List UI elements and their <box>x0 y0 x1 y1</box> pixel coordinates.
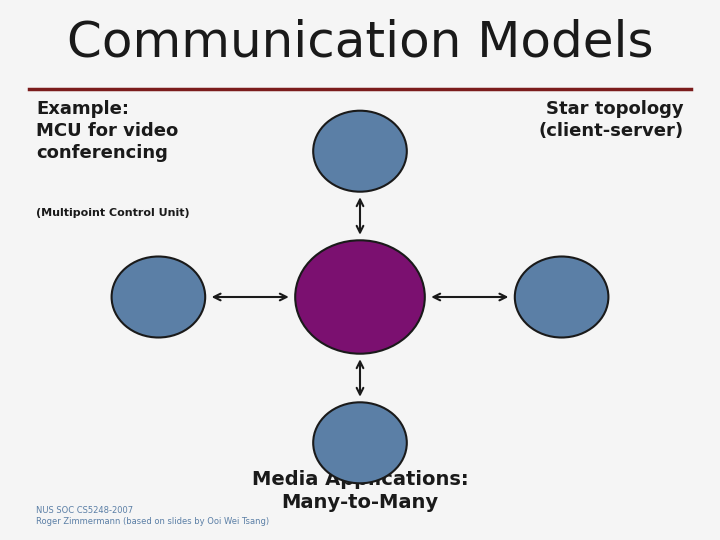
Text: Media Applications:
Many-to-Many: Media Applications: Many-to-Many <box>252 470 468 512</box>
Text: Example:
MCU for video
conferencing: Example: MCU for video conferencing <box>36 100 179 163</box>
Ellipse shape <box>313 402 407 483</box>
Text: Communication Models: Communication Models <box>67 19 653 67</box>
Text: (Multipoint Control Unit): (Multipoint Control Unit) <box>36 208 189 218</box>
Text: Star topology
(client-server): Star topology (client-server) <box>539 100 684 140</box>
Ellipse shape <box>313 111 407 192</box>
Text: NUS SOC CS5248-2007
Roger Zimmermann (based on slides by Ooi Wei Tsang): NUS SOC CS5248-2007 Roger Zimmermann (ba… <box>36 505 269 526</box>
Ellipse shape <box>295 240 425 354</box>
Ellipse shape <box>515 256 608 338</box>
Ellipse shape <box>112 256 205 338</box>
